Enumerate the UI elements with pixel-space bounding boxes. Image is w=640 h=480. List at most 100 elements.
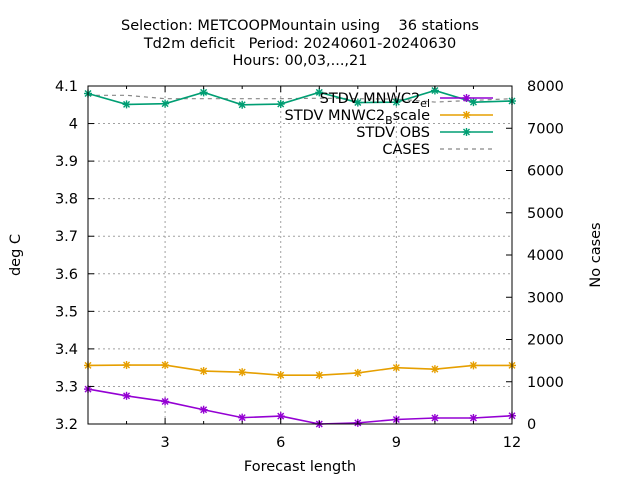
point-stroke [431, 87, 439, 95]
legend-item-stdv-mnwc2-bscale: STDV MNWC2Bscale [285, 108, 493, 127]
x-axis-label: Forecast length [244, 459, 356, 475]
point-stroke [123, 361, 131, 369]
legend-marker [463, 111, 470, 119]
legend-label: STDV OBS [356, 125, 430, 141]
point-stroke [238, 414, 246, 422]
point-stroke [392, 364, 400, 372]
legend-label-main: STDV MNWC2 [285, 108, 386, 124]
y2-tick-label: 2000 [527, 333, 564, 349]
point-stroke [161, 361, 169, 369]
point-stroke [277, 100, 285, 108]
y-tick-label: 3.4 [55, 342, 78, 358]
point-stroke [200, 88, 208, 96]
x-tick-label: 3 [160, 435, 169, 451]
y2-tick-label: 6000 [527, 164, 564, 180]
data-point-stdv-mnwc2-el [469, 413, 478, 422]
data-point-stdv-obs [161, 99, 170, 108]
data-point-stdv-obs [238, 100, 247, 109]
data-point-stdv-obs [315, 88, 324, 97]
y2-tick-label: 5000 [527, 206, 564, 222]
legend-label-main: CASES [382, 142, 430, 158]
series-line-stdv-mnwc2-bscale [87, 364, 512, 376]
series-line-stdv-obs [87, 89, 513, 106]
legend-label: STDV MNWC2Bscale [285, 108, 431, 127]
y2-tick-label: 3000 [527, 290, 564, 306]
data-point-stdv-mnwc2-bscale [392, 363, 401, 372]
legend-label: CASES [382, 142, 430, 158]
series-layer [84, 86, 516, 428]
data-point-stdv-mnwc2-bscale [122, 361, 131, 370]
x-tick-label: 9 [392, 435, 401, 451]
data-point-stdv-mnwc2-el [238, 413, 247, 422]
legend-label-tail: scale [393, 108, 430, 124]
point-stroke [469, 414, 477, 422]
title-line-1: Selection: METCOOPMountain using 36 stat… [121, 18, 479, 34]
data-point-stdv-mnwc2-el [122, 391, 131, 400]
data-point-stdv-mnwc2-bscale [161, 361, 170, 370]
point-stroke [469, 98, 477, 106]
point-stroke [161, 100, 169, 108]
y-tick-label: 3.7 [55, 229, 78, 245]
legend-label-subscript: el [420, 97, 430, 110]
title-line-2: Td2m deficit Period: 20240601-20240630 [143, 36, 456, 52]
legend-marker [463, 128, 470, 136]
legend-item-stdv-mnwc2-el: STDV MNWC2el [320, 91, 493, 110]
y2-tick-label: 1000 [527, 375, 564, 391]
point-stroke [123, 392, 131, 400]
legend-item-cases: CASES [382, 142, 493, 158]
point-stroke [238, 368, 246, 376]
y-tick-label: 3.9 [55, 154, 78, 170]
point-stroke [315, 88, 323, 96]
data-point-stdv-mnwc2-bscale [238, 368, 247, 377]
point-stroke [277, 412, 285, 420]
y2-axis-label: No cases [588, 222, 604, 287]
y-tick-label: 3.6 [55, 267, 78, 283]
data-point-stdv-obs [469, 98, 478, 107]
data-point-stdv-obs [392, 98, 401, 107]
legend-label-main: STDV OBS [356, 125, 430, 141]
y-tick-label: 3.3 [55, 379, 78, 395]
data-point-stdv-mnwc2-bscale [276, 371, 285, 380]
data-point-stdv-mnwc2-el [161, 397, 170, 406]
y-tick-label: 4.1 [55, 79, 78, 95]
data-point-stdv-obs [276, 100, 285, 109]
chart-title: Selection: METCOOPMountain using 36 stat… [121, 18, 479, 69]
legend-label: STDV MNWC2el [320, 91, 430, 110]
data-point-stdv-mnwc2-el [430, 413, 439, 422]
y2-tick-label: 4000 [527, 248, 564, 264]
data-point-stdv-mnwc2-bscale [199, 367, 208, 376]
point-stroke [431, 414, 439, 422]
data-point-stdv-obs [199, 88, 208, 97]
y-axis-label: deg C [8, 234, 24, 276]
y2-tick-label: 8000 [527, 79, 564, 95]
x-tick-label: 12 [503, 435, 521, 451]
point-stroke [200, 367, 208, 375]
point-stroke [200, 406, 208, 414]
data-point-stdv-mnwc2-bscale [353, 368, 362, 377]
point-stroke [469, 361, 477, 369]
grid [88, 86, 512, 424]
point-stroke [354, 369, 362, 377]
legend-marker [463, 94, 470, 102]
y-tick-label: 3.2 [55, 417, 78, 433]
title-line-3: Hours: 00,03,...,21 [233, 53, 368, 69]
y-tick-label: 3.5 [55, 304, 78, 320]
legend-item-stdv-obs: STDV OBS [356, 125, 493, 141]
y2-tick-label: 7000 [527, 121, 564, 137]
point-stroke [354, 99, 362, 107]
y2-tick-label: 0 [527, 417, 536, 433]
data-point-stdv-mnwc2-el [199, 405, 208, 414]
data-point-stdv-mnwc2-bscale [430, 365, 439, 374]
axis-ticks [87, 85, 513, 425]
point-stroke [277, 371, 285, 379]
x-tick-label: 6 [276, 435, 285, 451]
data-point-stdv-mnwc2-bscale [469, 361, 478, 370]
legend-label-subscript: B [385, 114, 393, 127]
data-point-stdv-obs [122, 100, 131, 109]
point-stroke [431, 365, 439, 373]
y-tick-label: 3.8 [55, 192, 78, 208]
series-line-cases [88, 94, 513, 103]
point-stroke [392, 98, 400, 106]
